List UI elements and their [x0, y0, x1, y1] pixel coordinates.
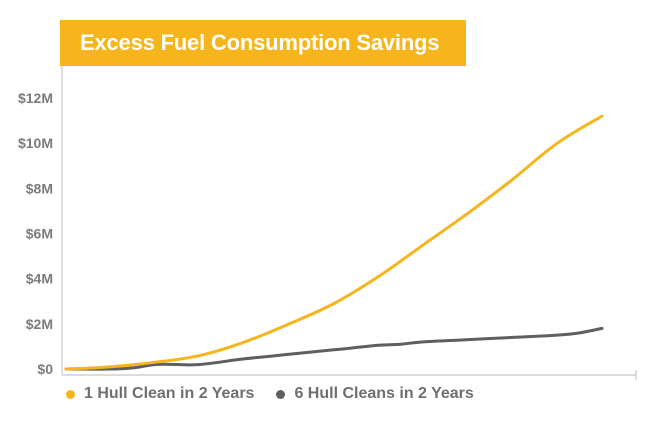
- legend-label-1-hull-clean: 1 Hull Clean in 2 Years: [84, 385, 255, 402]
- series-group: [64, 114, 604, 371]
- chart-title-banner: Excess Fuel Consumption Savings: [60, 20, 466, 66]
- legend: 1 Hull Clean in 2 Years 6 Hull Cleans in…: [66, 385, 496, 403]
- y-tick-label: $2M: [26, 316, 53, 332]
- legend-marker-1-hull-clean: [66, 389, 75, 399]
- series-line-6-hull-cleans: [64, 326, 604, 371]
- legend-label-6-hull-cleans: 6 Hull Cleans in 2 Years: [294, 385, 474, 402]
- legend-item-6-hull-cleans: 6 Hull Cleans in 2 Years: [276, 385, 474, 403]
- y-tick-label: $8M: [26, 180, 53, 196]
- y-tick-label: $4M: [26, 271, 53, 287]
- y-tick-label: $12M: [18, 90, 53, 106]
- legend-item-1-hull-clean: 1 Hull Clean in 2 Years: [66, 385, 254, 403]
- series-line-1-hull-clean: [64, 114, 604, 371]
- y-tick-label: $0: [37, 361, 53, 377]
- y-tick-label: $6M: [26, 226, 53, 242]
- chart-title: Excess Fuel Consumption Savings: [80, 30, 440, 55]
- legend-marker-6-hull-cleans: [276, 389, 286, 399]
- y-tick-label: $10M: [18, 135, 53, 151]
- y-axis-ticks: $0 $2M $4M $6M $8M $10M $12M: [18, 90, 53, 377]
